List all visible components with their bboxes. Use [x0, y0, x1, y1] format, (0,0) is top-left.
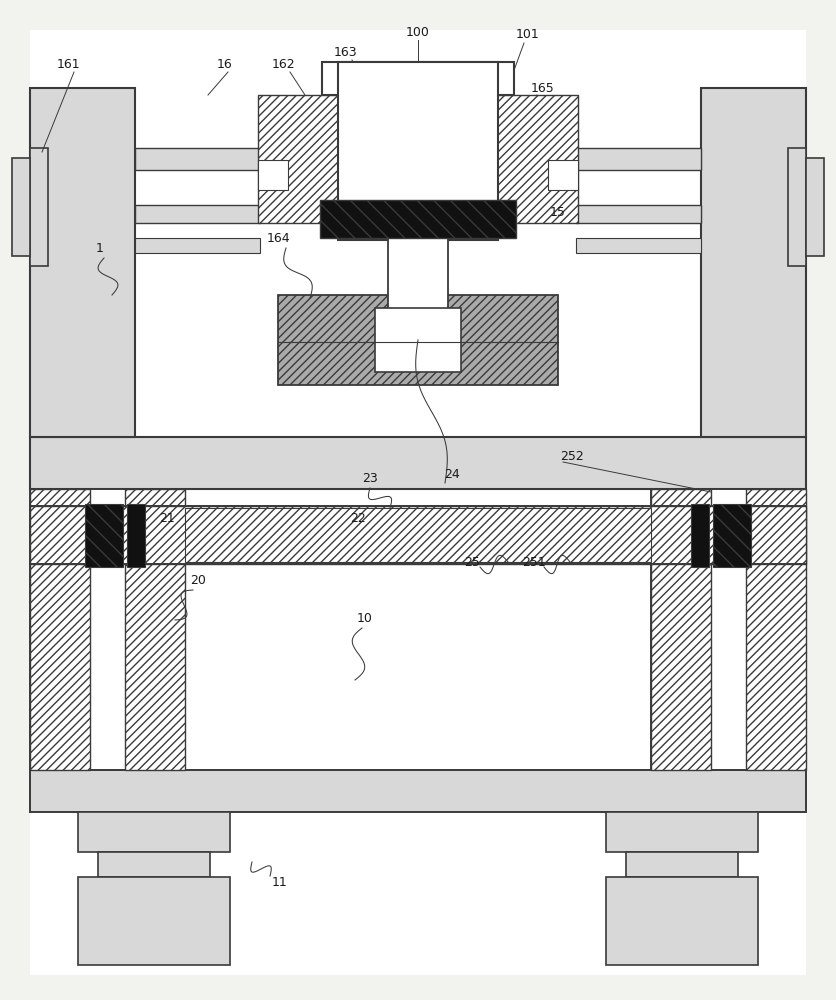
Bar: [185, 508, 651, 562]
Bar: [30, 489, 90, 770]
Bar: [30, 489, 185, 770]
Bar: [127, 504, 145, 567]
Text: 16: 16: [217, 58, 233, 72]
Bar: [320, 200, 516, 238]
Bar: [135, 238, 260, 253]
Text: 1: 1: [96, 241, 104, 254]
Bar: [713, 504, 751, 567]
Bar: [30, 506, 806, 564]
Text: 25: 25: [464, 556, 480, 568]
Bar: [135, 148, 260, 170]
Bar: [322, 62, 514, 95]
Text: 20: 20: [190, 574, 206, 586]
Bar: [98, 852, 210, 877]
Bar: [12, 158, 30, 256]
Bar: [185, 508, 651, 562]
Text: 22: 22: [350, 512, 366, 524]
Bar: [278, 295, 558, 385]
Bar: [576, 238, 701, 253]
Text: 100: 100: [406, 25, 430, 38]
Bar: [651, 489, 806, 770]
Text: 23: 23: [362, 472, 378, 485]
Text: 21: 21: [159, 512, 175, 524]
Text: 10: 10: [357, 611, 373, 624]
Text: 165: 165: [531, 82, 555, 95]
Text: 11: 11: [273, 876, 288, 888]
Bar: [338, 62, 498, 240]
Bar: [30, 770, 806, 812]
Bar: [626, 852, 738, 877]
Bar: [125, 489, 185, 770]
Bar: [746, 489, 806, 770]
Bar: [576, 205, 701, 223]
Bar: [606, 812, 758, 852]
Text: 252: 252: [560, 450, 584, 464]
Bar: [30, 148, 48, 266]
Text: 24: 24: [444, 468, 460, 482]
Bar: [135, 205, 260, 223]
Bar: [258, 160, 288, 190]
Bar: [78, 812, 230, 852]
Bar: [651, 489, 711, 770]
Bar: [788, 148, 806, 266]
Bar: [701, 88, 806, 437]
Text: 251: 251: [522, 556, 546, 568]
Bar: [85, 504, 123, 567]
Bar: [806, 158, 824, 256]
Bar: [30, 437, 806, 489]
Bar: [78, 877, 230, 965]
Text: 163: 163: [334, 45, 357, 58]
Bar: [606, 877, 758, 965]
Text: 15: 15: [550, 207, 566, 220]
Text: 101: 101: [516, 28, 540, 41]
Bar: [388, 238, 448, 310]
Text: 162: 162: [271, 58, 295, 72]
Bar: [30, 88, 135, 437]
Text: 161: 161: [56, 58, 79, 72]
Bar: [453, 95, 578, 223]
Bar: [576, 148, 701, 170]
Bar: [691, 504, 709, 567]
Bar: [548, 160, 578, 190]
Bar: [375, 308, 461, 372]
Text: 164: 164: [266, 232, 290, 244]
Bar: [258, 95, 383, 223]
